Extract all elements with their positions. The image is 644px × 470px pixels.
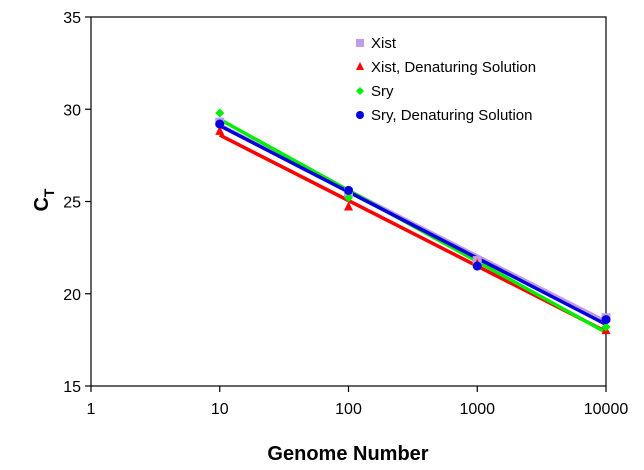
y-tick-label: 30 — [63, 102, 81, 119]
data-point — [601, 315, 611, 325]
data-point — [215, 119, 225, 129]
legend: Xist Xist, Denaturing Solution Sry Sry, Den… — [356, 35, 536, 124]
data-points — [215, 108, 611, 335]
legend-label: Sry — [371, 83, 394, 100]
data-point — [344, 193, 353, 203]
x-tick-label: 10 — [211, 401, 229, 418]
legend-marker — [356, 87, 364, 95]
x-axis-title: Genome Number — [267, 443, 428, 465]
y-axis-title-subscript: T — [41, 188, 57, 197]
x-tick-label: 100 — [335, 401, 362, 418]
trendlines — [218, 117, 607, 335]
data-point — [472, 261, 482, 271]
x-tick-label: 10000 — [584, 401, 629, 418]
data-point — [601, 322, 611, 332]
y-axis-title-main: C — [31, 197, 53, 211]
data-point — [215, 108, 225, 118]
y-tick-label: 35 — [63, 10, 81, 27]
x-tick-label: 1000 — [459, 401, 495, 418]
legend-label: Xist, Denaturing Solution — [371, 59, 536, 76]
legend-marker — [356, 39, 364, 47]
y-tick-label: 15 — [63, 379, 81, 396]
y-tick-label: 25 — [63, 195, 81, 212]
legend-marker — [356, 62, 364, 70]
legend-marker — [356, 111, 364, 119]
axes: 15 20 25 30 35 1 10 100 1000 10000 — [63, 10, 628, 418]
legend-label: Xist — [371, 35, 397, 52]
data-point — [344, 201, 353, 211]
data-point — [215, 125, 225, 135]
y-axis-title: CT — [31, 188, 57, 211]
x-tick-label: 1 — [87, 401, 96, 418]
trendline — [218, 124, 607, 326]
data-point — [344, 185, 353, 195]
legend-label: Sry, Denaturing Solution — [371, 107, 532, 124]
y-tick-label: 20 — [63, 287, 81, 304]
